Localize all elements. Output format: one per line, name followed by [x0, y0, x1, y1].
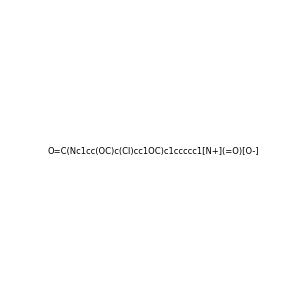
Text: O=C(Nc1cc(OC)c(Cl)cc1OC)c1ccccc1[N+](=O)[O-]: O=C(Nc1cc(OC)c(Cl)cc1OC)c1ccccc1[N+](=O)… [48, 147, 260, 156]
